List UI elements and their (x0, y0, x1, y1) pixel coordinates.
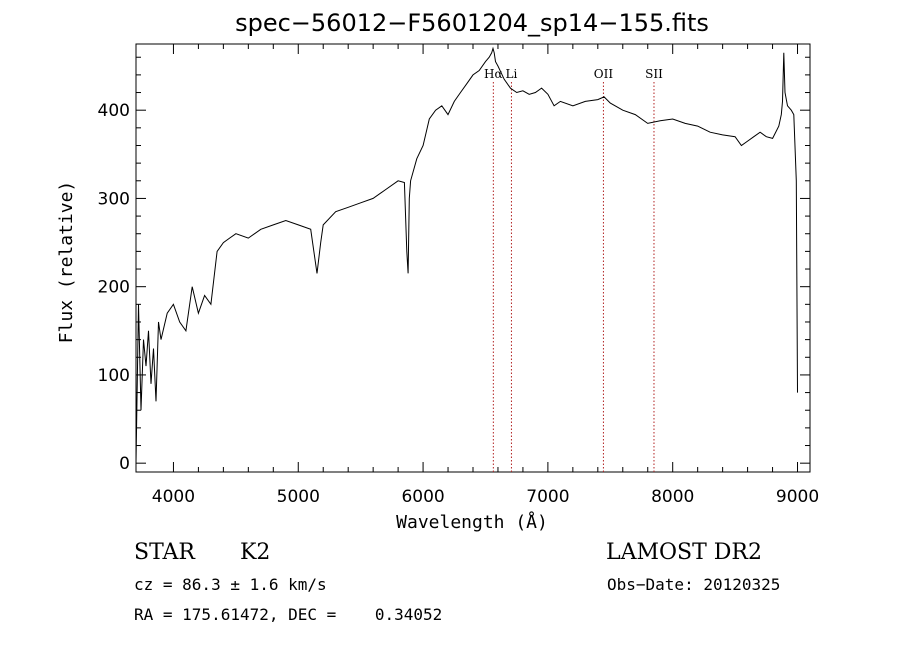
chart-title: spec−56012−F5601204_sp14−155.fits (235, 9, 709, 37)
y-tick-label: 200 (98, 278, 130, 298)
object-subclass: K2 (240, 540, 270, 565)
spectrum-line (135, 46, 798, 464)
y-tick-label: 100 (98, 366, 130, 386)
line-id-label: OII (594, 67, 614, 81)
x-axis-label: Wavelength (Å) (396, 511, 548, 533)
survey-label: LAMOST DR2 (606, 540, 762, 565)
line-id-label: SII (645, 67, 663, 81)
coordinates-line: RA = 175.61472, DEC = 0.34052 (134, 605, 442, 624)
plot-frame (135, 43, 811, 473)
y-tick-label: 400 (98, 101, 130, 121)
y-axis-label: Flux (relative) (56, 181, 77, 344)
x-tick-label: 6000 (401, 487, 444, 507)
line-id-group: Hα Li OII SII (484, 67, 663, 472)
line-id-label: Hα (484, 67, 503, 81)
y-axis-ticks: 0 100 200 300 400 (98, 56, 810, 474)
x-tick-label: 7000 (526, 487, 569, 507)
x-tick-label: 5000 (277, 487, 320, 507)
x-axis-ticks: 4000 5000 6000 7000 8000 9000 (152, 44, 819, 507)
line-id-label: Li (506, 67, 518, 81)
x-tick-label: 8000 (651, 487, 694, 507)
object-class: STAR (134, 540, 196, 565)
x-tick-label: 4000 (152, 487, 195, 507)
spectrum-series (135, 46, 798, 464)
obs-date-line: Obs−Date: 20120325 (607, 575, 780, 594)
redshift-line: cz = 86.3 ± 1.6 km/s (134, 575, 327, 594)
y-tick-label: 0 (119, 454, 130, 474)
y-tick-label: 300 (98, 189, 130, 209)
x-tick-label: 9000 (776, 487, 819, 507)
